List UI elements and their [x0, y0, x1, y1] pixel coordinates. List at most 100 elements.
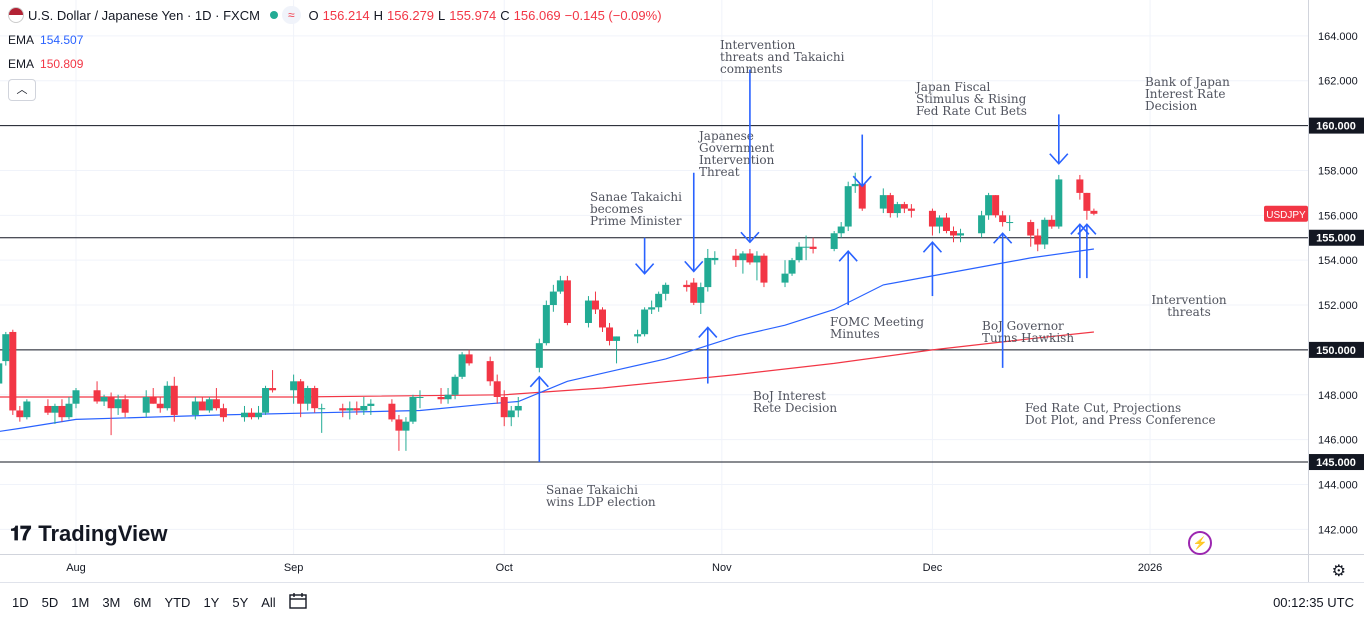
- candle[interactable]: [72, 388, 80, 409]
- candle[interactable]: [739, 251, 747, 274]
- candle[interactable]: [198, 396, 206, 411]
- candle[interactable]: [465, 349, 473, 366]
- range-button[interactable]: 5Y: [232, 595, 249, 610]
- candle[interactable]: [655, 291, 663, 312]
- candle[interactable]: [500, 390, 508, 427]
- candle[interactable]: [1076, 174, 1084, 200]
- candle[interactable]: [16, 405, 24, 422]
- candle[interactable]: [458, 352, 466, 380]
- lightning-icon[interactable]: ⚡: [1188, 531, 1212, 555]
- candle[interactable]: [212, 388, 220, 411]
- candle[interactable]: [311, 385, 319, 413]
- candle[interactable]: [753, 251, 761, 281]
- ema-fast-line[interactable]: [0, 248, 1094, 442]
- candle[interactable]: [788, 257, 796, 276]
- candle[interactable]: [795, 242, 803, 263]
- candle[interactable]: [23, 399, 31, 420]
- candle[interactable]: [992, 195, 1000, 218]
- candle[interactable]: [781, 260, 789, 288]
- candle[interactable]: [318, 403, 326, 433]
- candle[interactable]: [634, 329, 642, 344]
- candle[interactable]: [304, 385, 312, 411]
- candle[interactable]: [985, 192, 993, 220]
- range-button[interactable]: 5D: [41, 595, 59, 610]
- candle[interactable]: [1041, 217, 1049, 249]
- candle[interactable]: [346, 401, 354, 420]
- candle[interactable]: [563, 275, 571, 326]
- candle[interactable]: [648, 300, 656, 315]
- candle[interactable]: [163, 381, 171, 411]
- candle[interactable]: [240, 405, 248, 422]
- candle[interactable]: [851, 172, 859, 193]
- candle[interactable]: [549, 284, 557, 312]
- candle[interactable]: [704, 248, 712, 292]
- candle[interactable]: [444, 388, 452, 404]
- candle[interactable]: [44, 399, 52, 415]
- candle[interactable]: [121, 394, 129, 418]
- candle[interactable]: [248, 408, 255, 420]
- candle[interactable]: [191, 396, 199, 420]
- range-button[interactable]: All: [261, 595, 276, 610]
- candle[interactable]: [556, 275, 564, 294]
- candle[interactable]: [760, 253, 768, 288]
- candle[interactable]: [290, 374, 298, 404]
- candle[interactable]: [613, 336, 621, 364]
- candle[interactable]: [591, 291, 599, 315]
- range-button[interactable]: 1D: [12, 595, 29, 610]
- candle[interactable]: [493, 374, 501, 404]
- candle[interactable]: [942, 213, 950, 234]
- candle[interactable]: [486, 356, 494, 386]
- candle[interactable]: [584, 296, 592, 328]
- candle[interactable]: [149, 388, 157, 404]
- chevron-up-icon[interactable]: ︿: [8, 79, 36, 101]
- candle[interactable]: [107, 392, 115, 436]
- candle[interactable]: [93, 381, 101, 404]
- candle[interactable]: [409, 394, 417, 424]
- candle[interactable]: [402, 417, 410, 451]
- candle[interactable]: [9, 329, 17, 415]
- candle[interactable]: [928, 208, 936, 236]
- candle[interactable]: [809, 237, 817, 254]
- candle[interactable]: [205, 396, 213, 413]
- candle[interactable]: [507, 405, 515, 427]
- candle[interactable]: [978, 210, 986, 238]
- range-button[interactable]: 1M: [71, 595, 90, 610]
- candle[interactable]: [395, 414, 403, 451]
- candle[interactable]: [711, 251, 719, 265]
- candle[interactable]: [907, 204, 915, 218]
- candle[interactable]: [297, 379, 305, 418]
- range-button[interactable]: 6M: [133, 595, 152, 610]
- candle[interactable]: [219, 403, 227, 422]
- candle[interactable]: [142, 390, 150, 418]
- candle[interactable]: [690, 278, 698, 306]
- ema-legend-fast[interactable]: EMA 154.507: [8, 33, 83, 47]
- candle[interactable]: [2, 331, 10, 366]
- candle[interactable]: [339, 403, 347, 418]
- candle[interactable]: [255, 405, 263, 420]
- range-button[interactable]: 3M: [102, 595, 121, 610]
- candle[interactable]: [58, 399, 66, 422]
- candle[interactable]: [437, 388, 445, 404]
- candle[interactable]: [1048, 215, 1056, 229]
- candle[interactable]: [844, 181, 852, 232]
- candle[interactable]: [1055, 174, 1063, 229]
- ema-legend-slow[interactable]: EMA 150.809: [8, 57, 83, 71]
- candle[interactable]: [1083, 192, 1091, 220]
- candle[interactable]: [606, 322, 614, 346]
- candle[interactable]: [662, 282, 670, 301]
- candle[interactable]: [802, 235, 810, 261]
- candle[interactable]: [353, 401, 361, 415]
- symbol-title[interactable]: U.S. Dollar / Japanese Yen · 1D · FXCM: [28, 7, 260, 23]
- candle[interactable]: [514, 396, 522, 418]
- candle[interactable]: [535, 338, 543, 373]
